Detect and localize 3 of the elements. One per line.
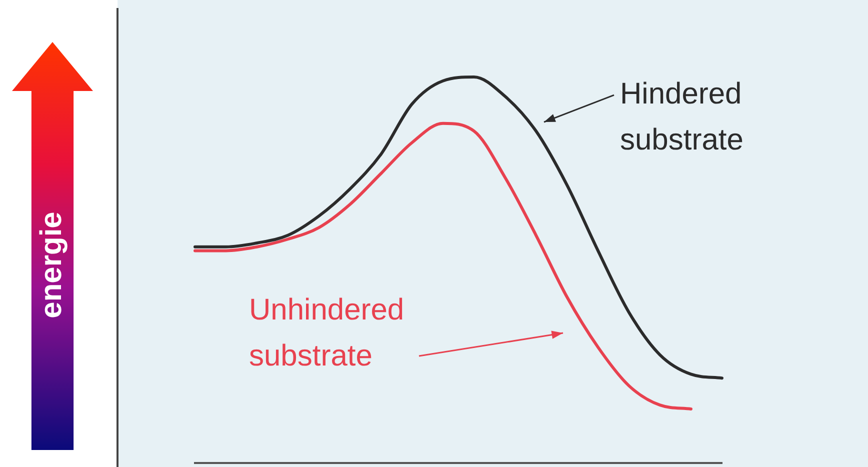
y-axis-title: energie [35, 212, 69, 318]
series-label: Unhindered substrate [249, 293, 404, 372]
legend-label: Hindered substrate [620, 77, 744, 156]
